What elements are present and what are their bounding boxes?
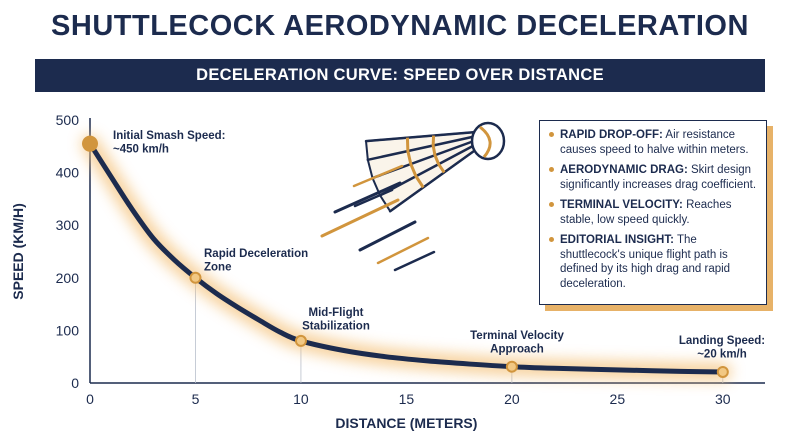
motion-streak <box>393 250 436 272</box>
legend-item-editorial-insight: EDITORIAL INSIGHT: The shuttlecock's uni… <box>549 233 758 291</box>
legend-text: Air resistance causes speed to halve wit… <box>560 129 749 156</box>
data-point-marker <box>294 334 307 347</box>
shuttle-band <box>405 137 425 189</box>
shuttle-feather-rib <box>378 143 476 197</box>
motion-streak <box>333 181 402 214</box>
x-tick-label: 20 <box>504 391 520 407</box>
shuttle-feather-rib <box>366 135 475 162</box>
x-tick-label: 25 <box>610 391 626 407</box>
y-tick-label: 200 <box>56 270 80 286</box>
bullet-icon <box>549 237 554 242</box>
annotation-label: Mid-Flight <box>309 307 364 319</box>
legend-term: AERODYNAMIC DRAG: <box>560 164 688 176</box>
chart-subtitle-banner: DECELERATION CURVE: SPEED OVER DISTANCE <box>35 59 765 92</box>
annotation-label: Approach <box>490 344 544 356</box>
x-tick-label: 10 <box>293 391 309 407</box>
shuttle-cork-band <box>479 125 492 158</box>
annotation-label: ~20 km/h <box>697 349 747 361</box>
legend-box: RAPID DROP-OFF: Air resistance causes sp… <box>539 120 767 305</box>
legend-text: Skirt design significantly increases dra… <box>560 164 757 191</box>
x-tick-label: 0 <box>86 391 94 407</box>
legend-item-aerodynamic-drag: AERODYNAMIC DRAG: Skirt design significa… <box>549 163 758 192</box>
legend-text: Reaches stable, low speed quickly. <box>560 199 732 226</box>
legend-item-terminal-velocity: TERMINAL VELOCITY: Reaches stable, low s… <box>549 198 758 227</box>
x-axis-label: DISTANCE (METERS) <box>335 415 477 431</box>
motion-streak <box>358 220 417 252</box>
shuttle-feather-rib <box>364 130 477 143</box>
legend-text: The shuttlecock's unique flight path is … <box>560 234 731 290</box>
y-tick-label: 500 <box>56 112 80 128</box>
annotation-label: Rapid Deceleration <box>204 248 308 260</box>
legend-term: EDITORIAL INSIGHT: <box>560 234 674 246</box>
bullet-icon <box>549 202 554 207</box>
y-tick-label: 300 <box>56 217 80 233</box>
motion-streak <box>353 188 394 208</box>
bullet-icon <box>549 167 554 172</box>
shuttle-skirt <box>365 131 479 213</box>
motion-streak <box>352 164 404 188</box>
x-tick-label: 30 <box>715 391 731 407</box>
shuttle-cork <box>470 121 506 161</box>
x-tick-label: 15 <box>399 391 415 407</box>
data-point-marker <box>189 271 202 284</box>
data-point-marker <box>82 135 98 152</box>
shuttle-band <box>431 135 446 174</box>
annotation-label: Landing Speed: <box>679 335 765 347</box>
annotation-label: Zone <box>204 262 231 274</box>
annotation-label: ~450 km/h <box>113 144 169 156</box>
shuttlecock-icon <box>320 121 506 272</box>
legend-item-rapid-drop-off: RAPID DROP-OFF: Air resistance causes sp… <box>549 128 758 157</box>
annotation-label: Stabilization <box>302 321 370 333</box>
annotation-label: Terminal Velocity <box>470 330 564 342</box>
y-tick-label: 100 <box>56 322 80 338</box>
motion-streak <box>376 236 430 265</box>
y-tick-label: 400 <box>56 165 80 181</box>
y-tick-label: 0 <box>71 375 79 391</box>
x-tick-label: 5 <box>192 391 200 407</box>
y-axis-label: SPEED (KM/H) <box>10 203 26 299</box>
bullet-icon <box>549 132 554 137</box>
legend-term: RAPID DROP-OFF: <box>560 129 663 141</box>
page-title: SHUTTLECOCK AERODYNAMIC DECELERATION <box>51 10 749 42</box>
data-point-marker <box>505 360 518 373</box>
motion-streak <box>320 198 400 238</box>
data-point-marker <box>716 365 729 378</box>
annotation-label: Initial Smash Speed: <box>113 130 225 142</box>
shuttle-feather-rib <box>388 147 479 213</box>
legend-term: TERMINAL VELOCITY: <box>560 199 683 211</box>
